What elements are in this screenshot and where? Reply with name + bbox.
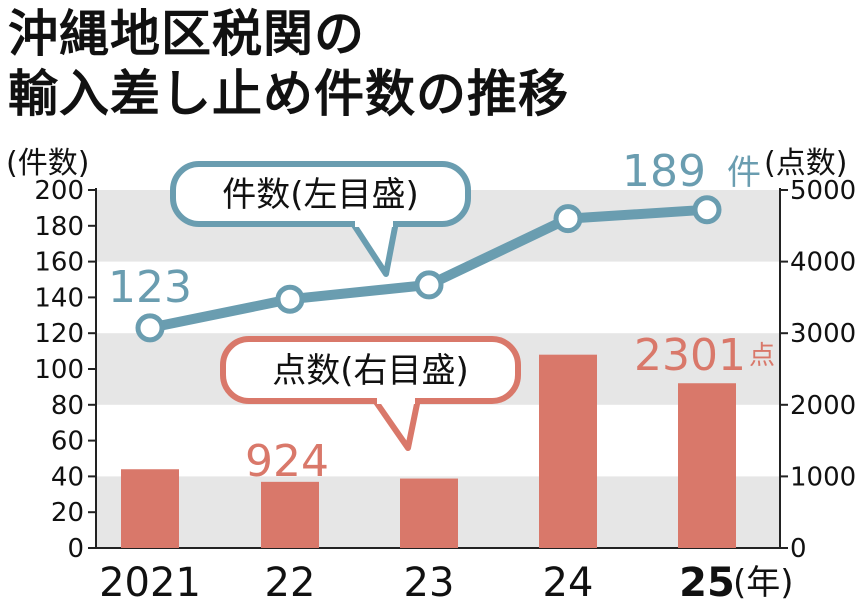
bar-callout-tail	[371, 397, 421, 451]
line-point-25	[692, 195, 722, 225]
left-tick-label: 120	[34, 319, 84, 349]
chart-title-line2: 輸入差し止め件数の推移	[8, 65, 569, 123]
left-tick-label: 80	[51, 391, 84, 421]
right-tick-label: 1000	[790, 462, 856, 492]
bar-callout-box	[220, 336, 521, 404]
line-point-23	[414, 270, 444, 300]
line-callout-text: 件数(左目盛)	[222, 175, 419, 215]
left-axis-unit: (件数)	[6, 146, 90, 181]
right-axis-unit: (点数)	[764, 146, 848, 181]
line-data-label: 189	[622, 146, 706, 197]
left-tick-label: 200	[34, 176, 84, 206]
line-point-24	[553, 204, 583, 234]
left-tick-label: 100	[34, 355, 84, 385]
x-axis-unit: (年)	[733, 563, 794, 603]
line-callout-box	[170, 161, 471, 227]
left-tick-label: 140	[34, 283, 84, 313]
bar-22	[261, 481, 319, 548]
bar-23	[400, 478, 458, 548]
bar-callout-text: 点数(右目盛)	[272, 351, 469, 391]
bar-data-label: 924	[245, 436, 329, 487]
right-tick-label: 3000	[790, 319, 856, 349]
right-tick-label: 5000	[790, 176, 856, 206]
bar-data-label: 2301	[634, 330, 746, 381]
x-tick-label: 23	[404, 560, 455, 606]
left-tick-label: 180	[34, 212, 84, 242]
bar-24	[539, 354, 597, 548]
line-data-label-unit: 件	[727, 153, 761, 193]
line-point-22	[275, 284, 305, 314]
bar-callout-mask	[377, 395, 415, 404]
x-tick-label: 25	[679, 560, 735, 606]
left-tick-label: 160	[34, 248, 84, 278]
chart-title-line1: 沖縄地区税関の	[8, 5, 365, 63]
right-tick-label: 0	[790, 534, 807, 564]
left-tick-label: 40	[51, 462, 84, 492]
bar-data-label-unit: 点	[749, 341, 775, 371]
bar-25	[678, 383, 736, 548]
x-tick-label: 2021	[99, 560, 201, 606]
left-tick-label: 20	[51, 498, 84, 528]
line-callout-mask	[355, 218, 393, 227]
left-tick-label: 60	[51, 427, 84, 457]
x-tick-label: 22	[265, 560, 316, 606]
right-tick-label: 2000	[790, 391, 856, 421]
x-tick-label: 24	[543, 560, 594, 606]
bar-2021	[121, 469, 179, 548]
line-data-label: 123	[108, 262, 192, 313]
left-tick-label: 0	[67, 534, 84, 564]
line-callout-tail	[349, 220, 399, 277]
right-tick-label: 4000	[790, 248, 856, 278]
line-point-2021	[135, 313, 165, 343]
